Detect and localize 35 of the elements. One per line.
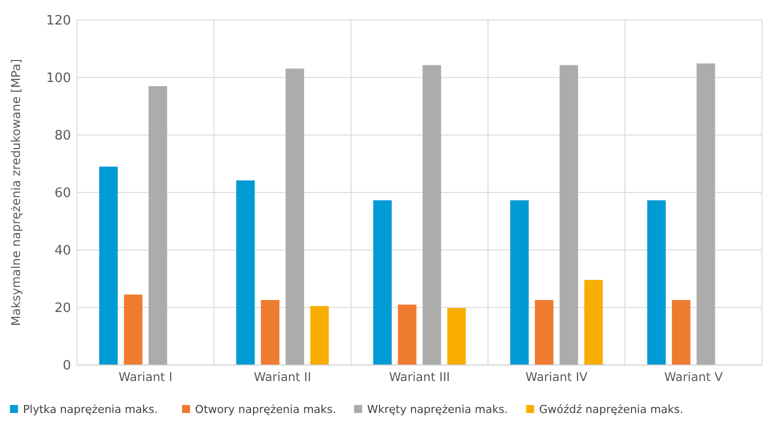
y-tick-label: 120 xyxy=(46,14,71,29)
y-tick-label: 20 xyxy=(54,301,71,316)
bar xyxy=(260,300,280,365)
y-tick-label: 60 xyxy=(54,186,71,202)
x-tick-label: Wariant III xyxy=(389,370,450,384)
bar xyxy=(696,63,716,365)
y-tick-label: 100 xyxy=(46,71,71,86)
legend-label: Gwóźdź naprężenia maks. xyxy=(539,403,684,416)
bar xyxy=(534,300,554,365)
bar xyxy=(647,200,666,365)
bar xyxy=(584,280,603,365)
y-axis-title: Maksymalne naprężenia zredukowane [MPa] xyxy=(9,58,23,326)
x-tick-label: Wariant IV xyxy=(526,370,588,384)
bar xyxy=(560,65,578,365)
bar xyxy=(148,86,168,365)
bar xyxy=(236,180,255,365)
bar xyxy=(99,166,118,365)
y-tick-label: 40 xyxy=(54,244,71,259)
x-tick-label: Wariant I xyxy=(118,370,172,384)
bar xyxy=(447,308,466,365)
bar xyxy=(422,65,442,365)
bar xyxy=(286,68,304,365)
x-tick-label: Wariant II xyxy=(254,370,312,384)
bar xyxy=(398,304,416,365)
bar xyxy=(124,294,142,365)
x-tick-label: Wariant V xyxy=(664,370,724,384)
legend-label: Otwory naprężenia maks. xyxy=(195,403,336,416)
bar xyxy=(310,306,329,365)
legend-label: Wkręty naprężenia maks. xyxy=(367,403,508,416)
bar xyxy=(672,300,690,365)
y-tick-label: 0 xyxy=(62,358,71,374)
bar xyxy=(373,200,392,365)
bar xyxy=(510,200,529,365)
y-tick-label: 80 xyxy=(54,128,71,144)
legend-label: Plytka naprężenia maks. xyxy=(23,403,158,416)
